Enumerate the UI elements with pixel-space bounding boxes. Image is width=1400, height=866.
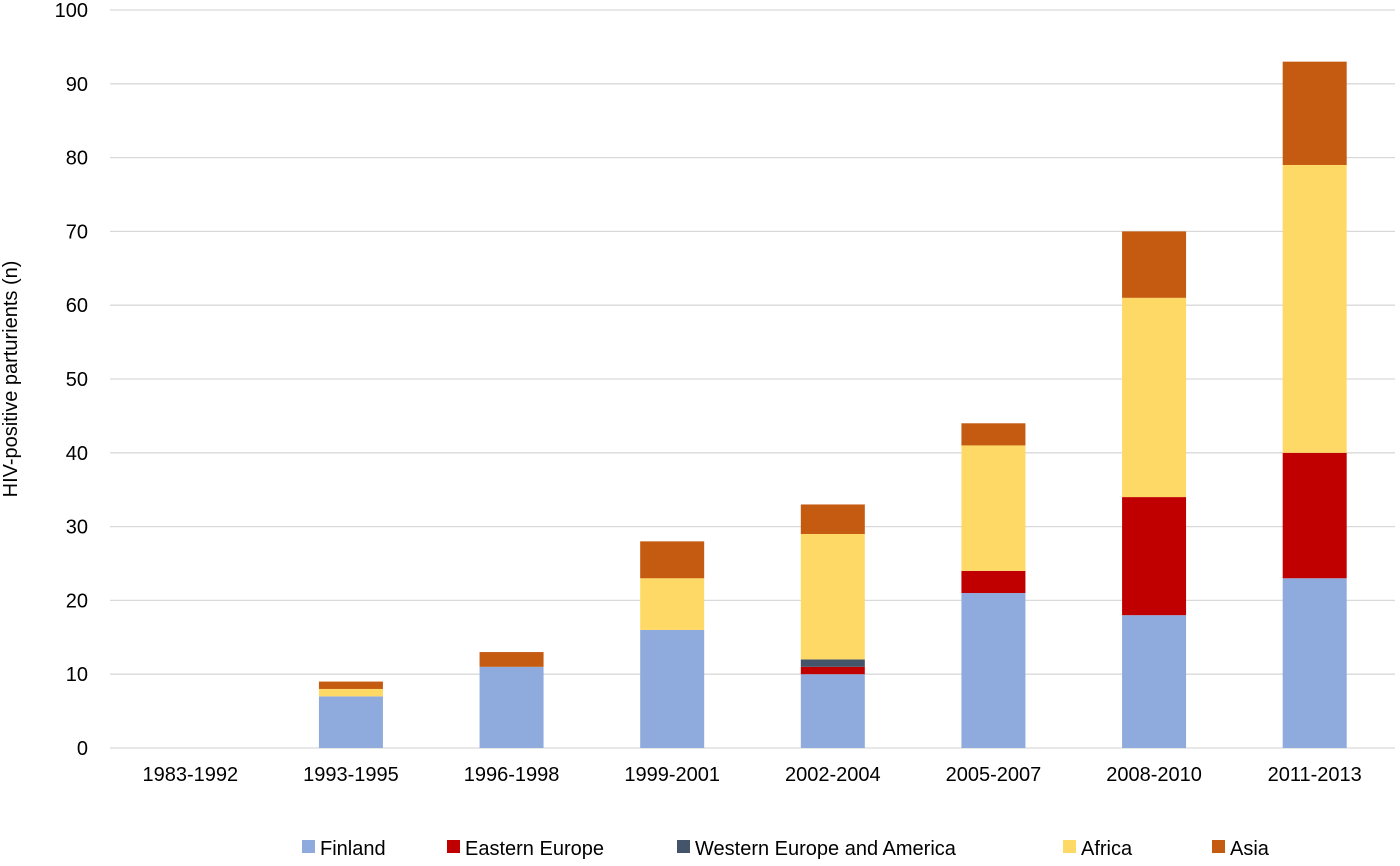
bar-segment-eastern-europe [961,570,1026,594]
x-tick-label: 1996-1998 [464,764,560,786]
bar-segment-asia [1282,61,1347,165]
y-tick-label: 0 [77,738,88,760]
bar-segment-western-europe-and-america [800,659,865,667]
bar-segment-finland [800,674,865,748]
bar-segment-africa [1122,297,1187,498]
y-axis-ticks: 0 10 20 30 40 50 60 70 80 90 100 [55,0,88,760]
y-tick-label: 40 [66,443,88,465]
y-tick-label: 20 [66,590,88,612]
y-tick-label: 30 [66,517,88,539]
bar-segment-finland [1282,578,1347,748]
y-tick-label: 100 [55,0,88,22]
bar-segment-asia [961,423,1026,446]
bar-segment-africa [800,533,865,660]
bar-segment-finland [1122,615,1187,748]
x-tick-label: 1999-2001 [624,764,720,786]
y-tick-label: 10 [66,664,88,686]
legend-swatch [1212,840,1225,853]
bar-segment-africa [1282,164,1347,453]
bar-segment-africa [961,445,1026,571]
gridlines [110,9,1395,749]
y-tick-label: 60 [66,295,88,317]
legend-swatch [1063,840,1076,853]
bars [318,61,1347,748]
legend-label: Asia [1230,838,1270,860]
x-tick-label: 1993-1995 [303,764,399,786]
legend-swatch [302,840,315,853]
y-tick-label: 50 [66,369,88,391]
bar-segment-africa [640,578,705,630]
y-axis-label: HIV-positive parturients (n) [0,261,22,498]
x-tick-label: 2002-2004 [785,764,881,786]
x-axis-ticks: 1983-1992 1993-1995 1996-1998 1999-2001 2002… [142,764,1361,786]
bar-segment-asia [1122,231,1187,298]
legend-label: Eastern Europe [465,838,604,860]
bar-segment-finland [479,666,544,748]
legend-label: Western Europe and America [695,838,957,860]
bar-segment-finland [961,593,1026,748]
bar-segment-eastern-europe [800,666,865,675]
bar-segment-asia [800,504,865,534]
bar-segment-finland [318,696,383,748]
legend: Finland Eastern Europe Western Europe and … [302,838,1270,860]
x-tick-label: 2005-2007 [946,764,1042,786]
bar-segment-finland [640,629,705,748]
legend-swatch [447,840,460,853]
legend-label: Africa [1081,838,1133,860]
bar-segment-asia [640,541,705,579]
x-tick-label: 2008-2010 [1106,764,1202,786]
y-tick-label: 90 [66,74,88,96]
x-tick-label: 2011-2013 [1268,764,1362,786]
bar-segment-asia [318,681,383,689]
bar-segment-eastern-europe [1282,452,1347,579]
legend-swatch [677,840,690,853]
bar-segment-asia [479,652,544,667]
bar-segment-africa [318,688,383,697]
bar-segment-eastern-europe [1122,497,1187,616]
x-tick-label: 1983-1992 [142,764,238,786]
y-tick-label: 80 [66,148,88,170]
legend-label: Finland [320,838,386,860]
y-tick-label: 70 [66,221,88,243]
